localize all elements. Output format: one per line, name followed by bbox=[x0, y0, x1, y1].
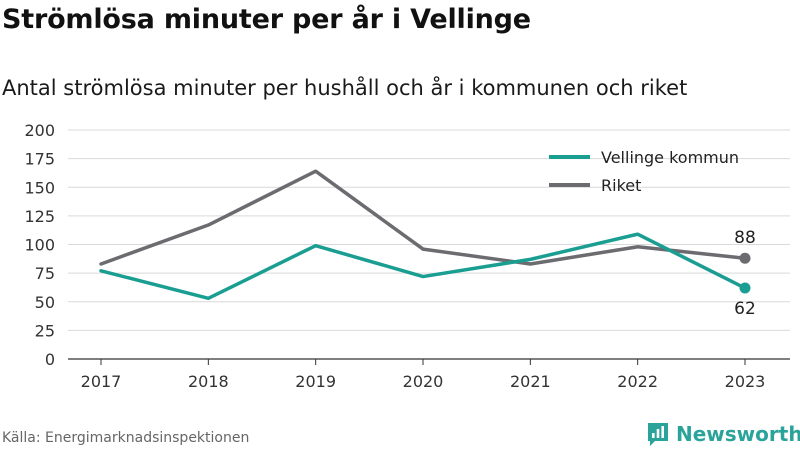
source-note: Källa: Energimarknadsinspektionen bbox=[2, 430, 250, 446]
y-tick-label: 125 bbox=[24, 207, 55, 226]
brand-logo: Newsworthy bbox=[646, 421, 800, 447]
y-tick-label: 150 bbox=[24, 178, 55, 197]
legend: Vellinge kommun Riket bbox=[549, 148, 739, 195]
series-line-vellinge bbox=[99, 232, 747, 301]
y-axis-ticks: 0 25 50 75 100 125 150 175 200 bbox=[24, 121, 55, 369]
y-tick-label: 200 bbox=[24, 121, 55, 140]
x-tick-label: 2021 bbox=[510, 372, 551, 391]
x-tick-label: 2022 bbox=[617, 372, 658, 391]
series-line-riket bbox=[99, 169, 747, 266]
chart-title: Strömlösa minuter per år i Vellinge bbox=[2, 4, 531, 35]
x-tick-label: 2020 bbox=[403, 372, 444, 391]
chart-subtitle: Antal strömlösa minuter per hushåll och … bbox=[2, 76, 688, 100]
x-axis-ticks: 2017 2018 2019 2020 2021 2022 2023 bbox=[81, 359, 766, 391]
legend-label: Riket bbox=[601, 176, 641, 195]
y-tick-label: 100 bbox=[24, 236, 55, 255]
y-tick-label: 25 bbox=[35, 321, 55, 340]
grid-lines bbox=[68, 129, 790, 360]
x-tick-label: 2018 bbox=[188, 372, 229, 391]
series-lines: 88 62 bbox=[99, 169, 756, 319]
end-value-label: 88 bbox=[734, 228, 756, 248]
legend-label: Vellinge kommun bbox=[601, 148, 739, 167]
x-tick-label: 2019 bbox=[295, 372, 336, 391]
y-tick-label: 75 bbox=[35, 264, 55, 283]
end-value-label: 62 bbox=[734, 299, 756, 319]
brand-name: Newsworthy bbox=[676, 422, 800, 446]
end-point-riket bbox=[739, 252, 751, 264]
y-tick-label: 0 bbox=[45, 350, 55, 369]
x-tick-label: 2023 bbox=[725, 372, 766, 391]
newsworthy-logo-icon bbox=[648, 423, 668, 446]
x-tick-label: 2017 bbox=[81, 372, 122, 391]
y-tick-label: 50 bbox=[35, 293, 55, 312]
end-point-vellinge bbox=[739, 282, 751, 294]
y-tick-label: 175 bbox=[24, 150, 55, 169]
